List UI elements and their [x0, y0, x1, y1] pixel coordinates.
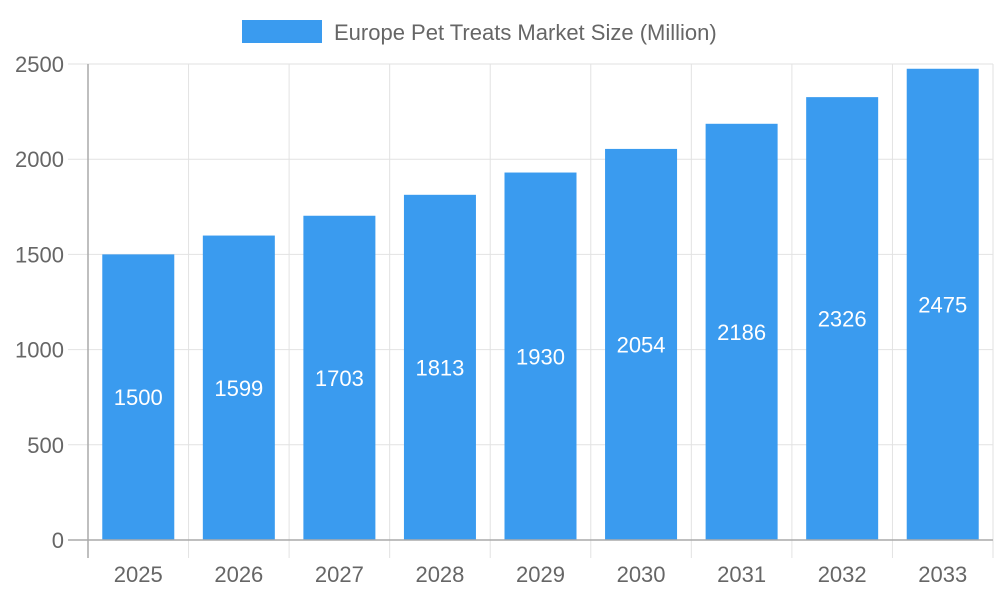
legend[interactable]: Europe Pet Treats Market Size (Million) — [242, 20, 717, 45]
y-tick-label: 1000 — [15, 338, 64, 363]
y-tick-label: 2500 — [15, 52, 64, 77]
y-tick-label: 0 — [52, 528, 64, 553]
x-tick-label: 2028 — [415, 562, 464, 587]
x-tick-label: 2030 — [617, 562, 666, 587]
x-tick-label: 2029 — [516, 562, 565, 587]
bar — [504, 172, 577, 540]
y-tick-label: 2000 — [15, 147, 64, 172]
bar — [605, 148, 678, 540]
bar — [303, 215, 376, 541]
bar-value-label: 2475 — [918, 292, 967, 317]
bar-value-label: 2054 — [617, 332, 666, 357]
legend-label: Europe Pet Treats Market Size (Million) — [334, 20, 717, 45]
bar — [403, 194, 476, 540]
bar — [906, 68, 979, 540]
bars: 1500 1599 1703 1813 1930 2054 2186 2326 2475 — [102, 68, 979, 541]
bar — [806, 97, 879, 540]
grid — [68, 63, 994, 558]
bar-value-label: 1703 — [315, 366, 364, 391]
x-tick-label: 2026 — [214, 562, 263, 587]
y-tick-label: 500 — [27, 433, 64, 458]
bar-value-label: 1930 — [516, 344, 565, 369]
bar-value-label: 1599 — [214, 376, 263, 401]
x-tick-label: 2025 — [114, 562, 163, 587]
bar-value-label: 2186 — [717, 320, 766, 345]
bar — [102, 254, 175, 540]
bar-value-label: 1813 — [415, 355, 464, 380]
bar — [202, 235, 275, 540]
legend-swatch — [242, 20, 322, 43]
bar — [705, 123, 778, 541]
x-tick-label: 2031 — [717, 562, 766, 587]
bar-value-label: 1500 — [114, 385, 163, 410]
x-tick-label: 2032 — [818, 562, 867, 587]
x-tick-label: 2027 — [315, 562, 364, 587]
axes: 0 500 1000 1500 2000 2500 2025 2026 2027 2028 2029… — [15, 52, 993, 587]
x-tick-label: 2033 — [918, 562, 967, 587]
bar-value-label: 2326 — [818, 307, 867, 332]
y-tick-label: 1500 — [15, 242, 64, 267]
